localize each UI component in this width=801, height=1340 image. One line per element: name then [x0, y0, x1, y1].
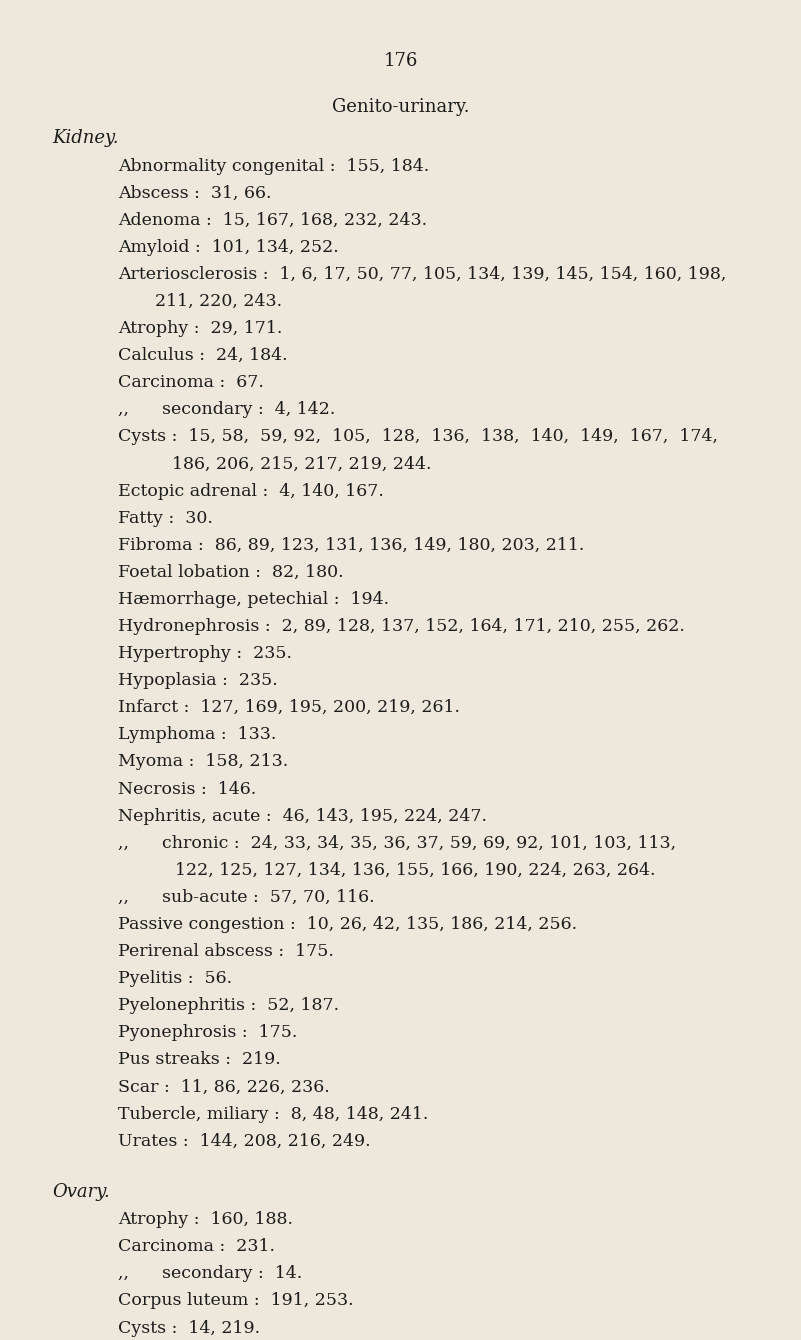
Text: Hydronephrosis :  2, 89, 128, 137, 152, 164, 171, 210, 255, 262.: Hydronephrosis : 2, 89, 128, 137, 152, 1… — [118, 618, 685, 635]
Text: Calculus :  24, 184.: Calculus : 24, 184. — [118, 347, 288, 364]
Text: Atrophy :  160, 188.: Atrophy : 160, 188. — [118, 1211, 293, 1229]
Text: 176: 176 — [384, 52, 417, 70]
Text: Ectopic adrenal :  4, 140, 167.: Ectopic adrenal : 4, 140, 167. — [118, 482, 384, 500]
Text: Pyelitis :  56.: Pyelitis : 56. — [118, 970, 232, 988]
Text: Adenoma :  15, 167, 168, 232, 243.: Adenoma : 15, 167, 168, 232, 243. — [118, 212, 427, 229]
Text: Myoma :  158, 213.: Myoma : 158, 213. — [118, 753, 288, 770]
Text: Genito-urinary.: Genito-urinary. — [332, 98, 469, 117]
Text: Urates :  144, 208, 216, 249.: Urates : 144, 208, 216, 249. — [118, 1132, 371, 1150]
Text: ,,      sub-acute :  57, 70, 116.: ,, sub-acute : 57, 70, 116. — [118, 888, 375, 906]
Text: Foetal lobation :  82, 180.: Foetal lobation : 82, 180. — [118, 564, 344, 580]
Text: Fibroma :  86, 89, 123, 131, 136, 149, 180, 203, 211.: Fibroma : 86, 89, 123, 131, 136, 149, 18… — [118, 537, 585, 553]
Text: Ovary.: Ovary. — [52, 1183, 110, 1201]
Text: ,,      secondary :  14.: ,, secondary : 14. — [118, 1265, 302, 1282]
Text: Arteriosclerosis :  1, 6, 17, 50, 77, 105, 134, 139, 145, 154, 160, 198,: Arteriosclerosis : 1, 6, 17, 50, 77, 105… — [118, 265, 727, 283]
Text: Abscess :  31, 66.: Abscess : 31, 66. — [118, 185, 272, 202]
Text: Perirenal abscess :  175.: Perirenal abscess : 175. — [118, 943, 334, 959]
Text: Hypoplasia :  235.: Hypoplasia : 235. — [118, 673, 278, 689]
Text: Kidney.: Kidney. — [52, 129, 119, 147]
Text: Passive congestion :  10, 26, 42, 135, 186, 214, 256.: Passive congestion : 10, 26, 42, 135, 18… — [118, 917, 578, 933]
Text: Necrosis :  146.: Necrosis : 146. — [118, 780, 256, 797]
Text: 122, 125, 127, 134, 136, 155, 166, 190, 224, 263, 264.: 122, 125, 127, 134, 136, 155, 166, 190, … — [175, 862, 655, 879]
Text: Hypertrophy :  235.: Hypertrophy : 235. — [118, 645, 292, 662]
Text: Pyelonephritis :  52, 187.: Pyelonephritis : 52, 187. — [118, 997, 339, 1014]
Text: Scar :  11, 86, 226, 236.: Scar : 11, 86, 226, 236. — [118, 1079, 330, 1096]
Text: Pus streaks :  219.: Pus streaks : 219. — [118, 1052, 280, 1068]
Text: Amyloid :  101, 134, 252.: Amyloid : 101, 134, 252. — [118, 239, 339, 256]
Text: Lymphoma :  133.: Lymphoma : 133. — [118, 726, 276, 744]
Text: ,,      secondary :  4, 142.: ,, secondary : 4, 142. — [118, 402, 336, 418]
Text: Carcinoma :  67.: Carcinoma : 67. — [118, 374, 264, 391]
Text: Hæmorrhage, petechial :  194.: Hæmorrhage, petechial : 194. — [118, 591, 389, 608]
Text: Corpus luteum :  191, 253.: Corpus luteum : 191, 253. — [118, 1292, 353, 1309]
Text: Carcinoma :  231.: Carcinoma : 231. — [118, 1238, 275, 1256]
Text: Infarct :  127, 169, 195, 200, 219, 261.: Infarct : 127, 169, 195, 200, 219, 261. — [118, 699, 460, 717]
Text: 186, 206, 215, 217, 219, 244.: 186, 206, 215, 217, 219, 244. — [172, 456, 432, 473]
Text: ,,      chronic :  24, 33, 34, 35, 36, 37, 59, 69, 92, 101, 103, 113,: ,, chronic : 24, 33, 34, 35, 36, 37, 59,… — [118, 835, 676, 852]
Text: Cysts :  15, 58,  59, 92,  105,  128,  136,  138,  140,  149,  167,  174,: Cysts : 15, 58, 59, 92, 105, 128, 136, 1… — [118, 429, 718, 445]
Text: Nephritis, acute :  46, 143, 195, 224, 247.: Nephritis, acute : 46, 143, 195, 224, 24… — [118, 808, 487, 824]
Text: Cysts :  14, 219.: Cysts : 14, 219. — [118, 1320, 260, 1336]
Text: 211, 220, 243.: 211, 220, 243. — [155, 293, 282, 310]
Text: Atrophy :  29, 171.: Atrophy : 29, 171. — [118, 320, 283, 338]
Text: Pyonephrosis :  175.: Pyonephrosis : 175. — [118, 1024, 297, 1041]
Text: Abnormality congenital :  155, 184.: Abnormality congenital : 155, 184. — [118, 158, 429, 174]
Text: Fatty :  30.: Fatty : 30. — [118, 509, 213, 527]
Text: Tubercle, miliary :  8, 48, 148, 241.: Tubercle, miliary : 8, 48, 148, 241. — [118, 1106, 429, 1123]
